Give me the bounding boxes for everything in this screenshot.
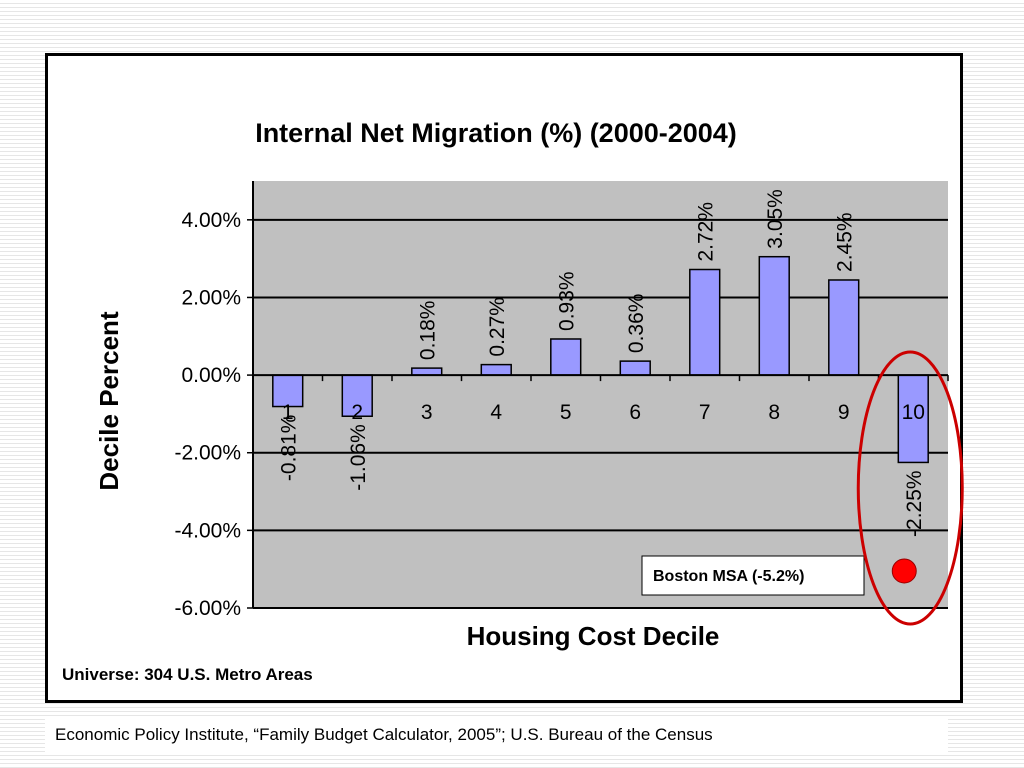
bars bbox=[272, 255, 929, 464]
data-label: 2.72% bbox=[695, 202, 718, 262]
boston-label-box bbox=[641, 555, 865, 596]
x-tick-label: 9 bbox=[838, 401, 850, 424]
data-label: -2.25% bbox=[903, 470, 926, 537]
gridlines bbox=[253, 218, 948, 609]
x-tick-label: 4 bbox=[490, 401, 502, 424]
boston-marker bbox=[891, 558, 917, 584]
x-tick-label: 10 bbox=[902, 401, 925, 424]
bar bbox=[480, 363, 512, 376]
y-tick-label: 4.00% bbox=[181, 209, 241, 232]
chart-svg: Internal Net Migration (%) (2000-2004) 4… bbox=[94, 118, 964, 651]
data-label: 0.27% bbox=[486, 297, 509, 357]
y-tick-label: 0.00% bbox=[181, 364, 241, 387]
chart-title: Internal Net Migration (%) (2000-2004) bbox=[255, 118, 737, 148]
bar bbox=[689, 268, 721, 376]
x-tick-label: 2 bbox=[351, 401, 363, 424]
y-axis-title: Decile Percent bbox=[94, 311, 124, 491]
bar bbox=[272, 374, 304, 408]
bar bbox=[758, 255, 790, 376]
tick-labels: 4.00% 2.00% 0.00% -2.00% -4.00% -6.00% 1 2 3 4 5 6 7… bbox=[174, 209, 924, 620]
data-label: 0.18% bbox=[417, 301, 440, 361]
bar bbox=[341, 374, 373, 417]
x-tick-label: 6 bbox=[629, 401, 641, 424]
bar bbox=[828, 279, 860, 376]
bar bbox=[550, 338, 582, 376]
axes bbox=[247, 181, 949, 609]
universe-note: Universe: 304 U.S. Metro Areas bbox=[62, 665, 313, 684]
data-label: 3.05% bbox=[764, 189, 787, 249]
data-labels: -0.81% -1.06% 0.18% 0.27% 0.93% 0.36% 2.72% 3.0… bbox=[278, 189, 927, 537]
source-bar: Economic Policy Institute, “Family Budge… bbox=[45, 718, 948, 752]
data-label: -0.81% bbox=[278, 415, 301, 482]
x-tick-label: 7 bbox=[699, 401, 711, 424]
bar bbox=[897, 374, 929, 464]
y-tick-label: -4.00% bbox=[174, 519, 241, 542]
x-tick-label: 8 bbox=[768, 401, 780, 424]
y-tick-label: -2.00% bbox=[174, 442, 241, 465]
boston-annotation: Boston MSA (-5.2%) bbox=[641, 350, 964, 626]
boston-label: Boston MSA (-5.2%) bbox=[653, 568, 804, 585]
x-tick-label: 1 bbox=[282, 401, 294, 424]
x-axis-title: Housing Cost Decile bbox=[467, 621, 720, 651]
data-label: -1.06% bbox=[347, 424, 370, 491]
x-tick-label: 5 bbox=[560, 401, 572, 424]
data-label: 0.36% bbox=[625, 294, 648, 354]
y-tick-label: -6.00% bbox=[174, 597, 241, 620]
highlight-ellipse bbox=[856, 350, 964, 626]
y-tick-label: 2.00% bbox=[181, 286, 241, 309]
data-label: 2.45% bbox=[834, 212, 857, 272]
source-citation: Economic Policy Institute, “Family Budge… bbox=[55, 725, 713, 744]
bar bbox=[411, 367, 443, 376]
bar bbox=[619, 360, 651, 376]
data-label: 0.93% bbox=[556, 271, 579, 331]
chart-frame: Internal Net Migration (%) (2000-2004) 4… bbox=[45, 53, 964, 703]
x-tick-label: 3 bbox=[421, 401, 433, 424]
